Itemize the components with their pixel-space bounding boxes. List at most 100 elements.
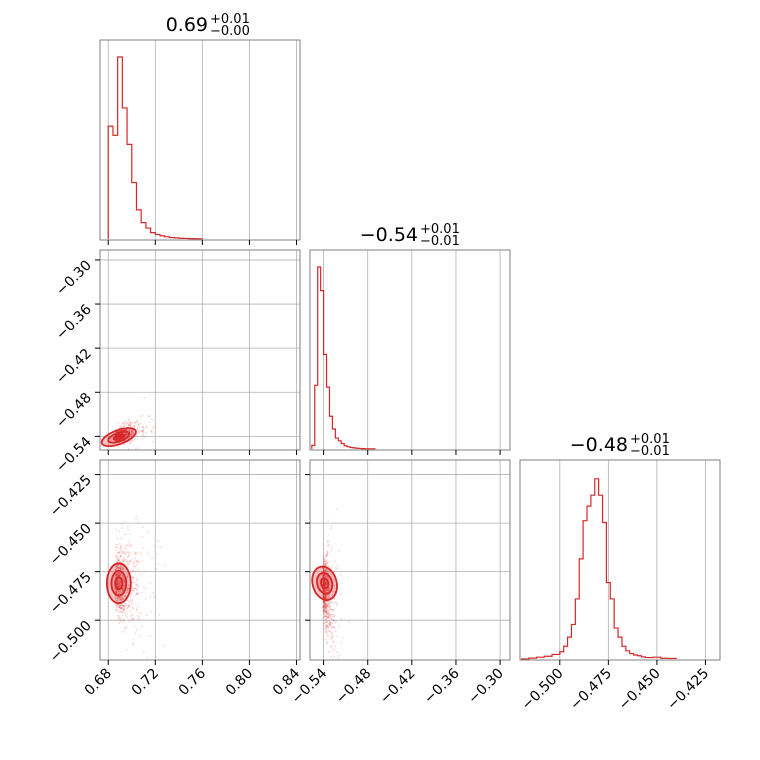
scatter-point — [330, 645, 333, 648]
scatter-point — [115, 528, 117, 531]
scatter-point — [327, 602, 330, 605]
x-tick-label: −0.475 — [567, 666, 615, 714]
scatter-point — [321, 606, 324, 608]
scatter-point — [147, 415, 150, 418]
scatter-point — [131, 421, 134, 424]
scatter-point — [153, 544, 156, 547]
scatter-point — [117, 574, 120, 576]
scatter-point — [328, 593, 331, 596]
scatter-point — [128, 429, 131, 432]
scatter-point — [332, 601, 335, 604]
scatter-point — [331, 631, 334, 633]
scatter-point — [151, 557, 154, 560]
scatter-point — [323, 600, 326, 603]
scatter-point — [137, 425, 140, 428]
scatter-point — [324, 582, 327, 584]
scatter-point — [322, 589, 324, 592]
scatter-point — [323, 584, 326, 587]
scatter-point — [123, 550, 126, 553]
scatter-point — [119, 581, 122, 584]
scatter-point — [330, 617, 333, 620]
scatter-point — [327, 604, 330, 606]
scatter-point — [122, 567, 125, 570]
scatter-point — [325, 603, 327, 606]
scatter-point — [328, 620, 331, 623]
scatter-point — [136, 447, 139, 449]
scatter-point — [323, 584, 325, 587]
scatter-point — [323, 594, 326, 597]
scatter-point — [327, 572, 330, 574]
scatter-point — [122, 597, 125, 600]
scatter-point — [322, 589, 325, 592]
scatter-point — [114, 568, 117, 571]
scatter-point — [322, 596, 325, 599]
scatter-point — [125, 591, 128, 594]
scatter-point — [325, 610, 328, 613]
scatter-point — [117, 436, 120, 439]
scatter-point — [322, 570, 325, 573]
scatter-point — [324, 608, 327, 611]
scatter-point — [324, 594, 327, 597]
scatter-point — [322, 590, 325, 593]
scatter-point — [116, 549, 118, 552]
scatter-point — [116, 574, 118, 577]
scatter-point — [329, 613, 331, 616]
scatter-point — [119, 567, 122, 570]
scatter-point — [329, 624, 332, 627]
scatter-point — [335, 602, 338, 605]
scatter-point — [323, 601, 326, 604]
scatter-point — [327, 552, 329, 555]
scatter-point — [322, 562, 325, 565]
scatter-point — [117, 552, 120, 554]
scatter-point — [325, 611, 327, 614]
scatter-point — [324, 581, 326, 584]
scatter-point — [134, 448, 137, 450]
scatter-point — [156, 563, 159, 565]
scatter-point — [131, 430, 134, 433]
panel-frame — [99, 459, 301, 661]
scatter-point — [323, 615, 326, 618]
scatter-point — [132, 589, 135, 592]
scatter-point — [120, 596, 123, 599]
scatter-point — [323, 583, 325, 586]
scatter-point — [134, 587, 136, 590]
scatter-point — [323, 622, 326, 624]
scatter-point — [325, 597, 328, 599]
scatter-point — [327, 609, 330, 612]
scatter-point — [322, 579, 325, 581]
scatter-point — [114, 575, 117, 578]
scatter-point — [126, 591, 128, 593]
scatter-point — [119, 555, 122, 557]
scatter-point — [115, 584, 118, 586]
scatter-point — [333, 609, 336, 611]
scatter-point — [136, 592, 139, 595]
scatter-point — [118, 596, 121, 599]
scatter-point — [127, 554, 130, 557]
scatter-point — [142, 428, 145, 431]
scatter-point — [120, 435, 123, 438]
scatter-point — [116, 564, 119, 567]
scatter-point — [328, 620, 331, 623]
title-plus: +0.01 — [420, 222, 460, 237]
scatter-point — [121, 574, 124, 577]
scatter-point — [125, 649, 128, 651]
scatter-point — [323, 582, 326, 585]
scatter-point — [118, 435, 121, 438]
scatter-point — [117, 580, 120, 583]
scatter-point — [322, 589, 324, 592]
scatter-point — [330, 601, 333, 603]
scatter-point — [327, 616, 329, 619]
scatter-point — [125, 551, 128, 553]
scatter-point — [118, 435, 121, 438]
scatter-point — [119, 574, 122, 576]
scatter-point — [121, 567, 124, 570]
scatter-point — [334, 566, 337, 569]
scatter-point — [331, 625, 333, 628]
scatter-point — [144, 436, 147, 438]
scatter-point — [324, 584, 327, 587]
scatter-point — [325, 627, 328, 630]
scatter-point — [124, 553, 127, 555]
scatter-point — [118, 567, 121, 570]
scatter-point — [131, 432, 134, 435]
